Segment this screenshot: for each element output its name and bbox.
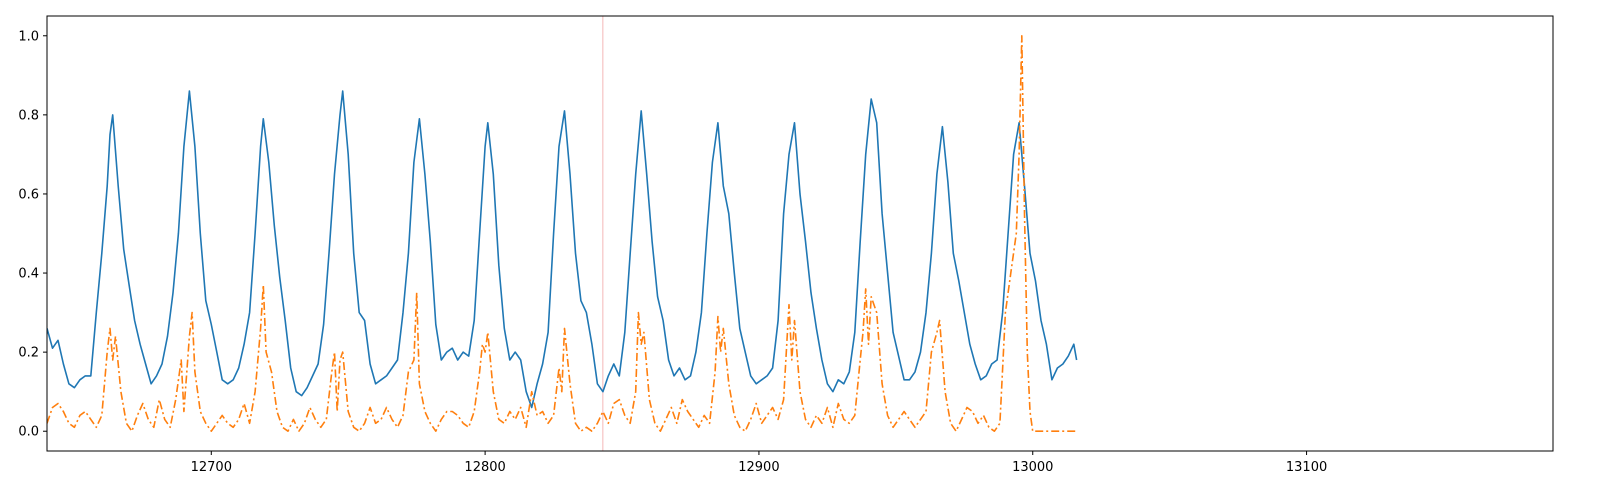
series-line-2 — [47, 34, 1077, 433]
series-line-1 — [47, 90, 1078, 409]
x-tick-label: 13000 — [1012, 460, 1053, 475]
x-tick-label: 13100 — [1286, 460, 1327, 475]
y-tick-label: 1.0 — [18, 29, 39, 44]
y-tick-label: 0.0 — [18, 425, 39, 440]
x-axis: 12700 12800 12900 13000 13100 — [191, 451, 1327, 475]
y-tick-label: 0.2 — [18, 346, 39, 361]
x-tick-label: 12700 — [191, 460, 232, 475]
plot-area — [47, 16, 1078, 451]
x-tick-label: 12900 — [738, 460, 779, 475]
axes-frame — [46, 15, 1554, 452]
y-tick-label: 0.8 — [18, 108, 39, 123]
y-tick-label: 0.6 — [18, 187, 39, 202]
y-axis: 0.0 0.2 0.4 0.6 0.8 1.0 — [18, 29, 47, 440]
y-tick-label: 0.4 — [18, 267, 39, 282]
x-tick-label: 12800 — [464, 460, 505, 475]
